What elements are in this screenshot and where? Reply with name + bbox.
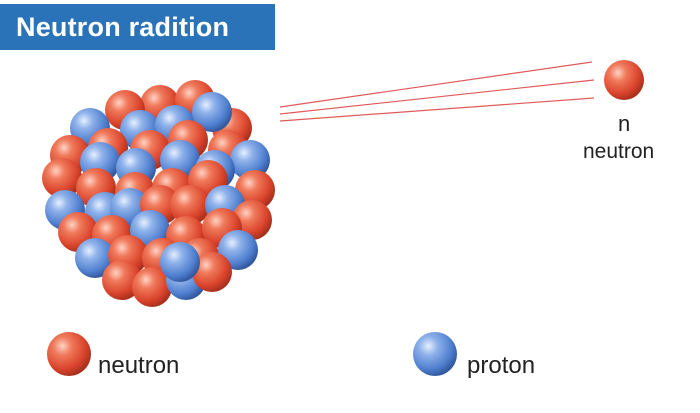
nucleus-neutron-sphere (232, 200, 272, 240)
nucleus-proton-sphere (192, 92, 232, 132)
diagram-title: Neutron radition (16, 11, 230, 42)
title-banner: Neutron radition (0, 4, 275, 50)
nucleus-proton-sphere (230, 140, 270, 180)
nucleus-proton-sphere (75, 238, 115, 278)
nucleus-neutron-sphere (170, 185, 210, 225)
emitted-particle-symbol: n (618, 111, 631, 136)
trail-line-2 (279, 79, 595, 115)
legend-neutron-label: neutron (98, 352, 180, 379)
nucleus-neutron-sphere (235, 170, 275, 210)
nucleus-proton-sphere (160, 242, 200, 282)
legend-proton-sphere (413, 332, 457, 376)
nucleus-neutron-sphere (192, 252, 232, 292)
emitted-particle-name: neutron (583, 140, 655, 163)
nucleus-neutron-sphere (132, 267, 172, 307)
neutron-trail (279, 61, 595, 122)
emitted-neutron (604, 60, 644, 100)
trail-line-3 (279, 97, 595, 122)
legend-proton-label: proton (467, 352, 536, 379)
legend-neutron-sphere (47, 332, 91, 376)
nucleus (42, 80, 275, 307)
nucleus-neutron-sphere (42, 158, 82, 198)
nucleus-neutron-sphere (102, 260, 142, 300)
trail-line-1 (279, 61, 593, 108)
